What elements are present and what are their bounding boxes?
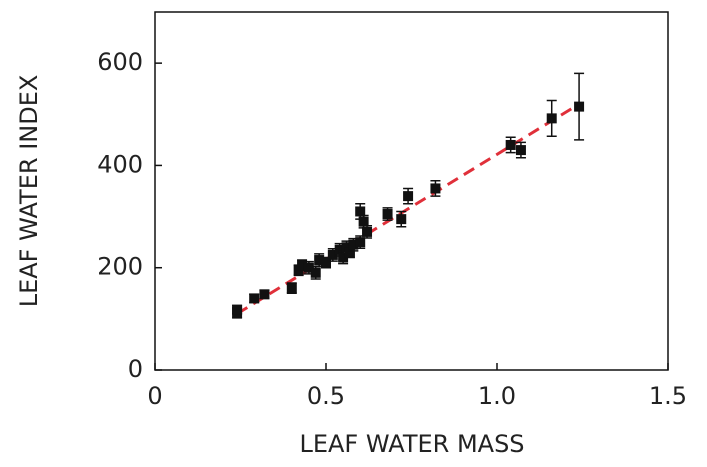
- y-tick-label: 0: [128, 355, 143, 383]
- data-point: [355, 237, 366, 248]
- data-point: [334, 244, 345, 255]
- data-point: [382, 209, 393, 220]
- data-point: [259, 289, 270, 300]
- y-tick-label: 400: [97, 150, 143, 178]
- data-point: [286, 283, 297, 294]
- x-tick-label: 1.5: [649, 382, 687, 410]
- data-point: [344, 247, 355, 258]
- data-point: [321, 257, 331, 268]
- data-point: [297, 260, 308, 271]
- data-point: [505, 139, 516, 150]
- data-point: [362, 226, 373, 237]
- data-point: [327, 249, 338, 260]
- data-point: [355, 206, 366, 217]
- data-point: [303, 262, 314, 273]
- data-point: [396, 214, 407, 225]
- data-point: [515, 145, 526, 156]
- data-point: [338, 252, 349, 263]
- data-point: [403, 191, 414, 202]
- y-tick-label: 600: [97, 48, 143, 76]
- y-axis-label: LEAF WATER INDEX: [15, 75, 43, 308]
- x-tick-label: 0: [147, 382, 162, 410]
- data-point: [314, 255, 325, 266]
- data-point: [348, 239, 359, 250]
- y-tick-label: 200: [97, 253, 143, 281]
- data-point: [310, 267, 321, 278]
- fit-line: [236, 102, 580, 316]
- data-point: [574, 101, 585, 112]
- data-point: [249, 293, 260, 304]
- x-axis-label: LEAF WATER MASS: [299, 430, 524, 458]
- data-point: [430, 183, 441, 194]
- data-point: [358, 216, 369, 227]
- x-tick-label: 0.5: [307, 382, 345, 410]
- plot-frame: [154, 11, 669, 371]
- x-tick-label: 1.0: [478, 382, 516, 410]
- data-point: [546, 113, 557, 124]
- data-point: [232, 304, 243, 315]
